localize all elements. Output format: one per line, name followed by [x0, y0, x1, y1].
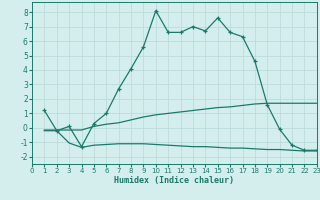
X-axis label: Humidex (Indice chaleur): Humidex (Indice chaleur) — [115, 176, 234, 185]
